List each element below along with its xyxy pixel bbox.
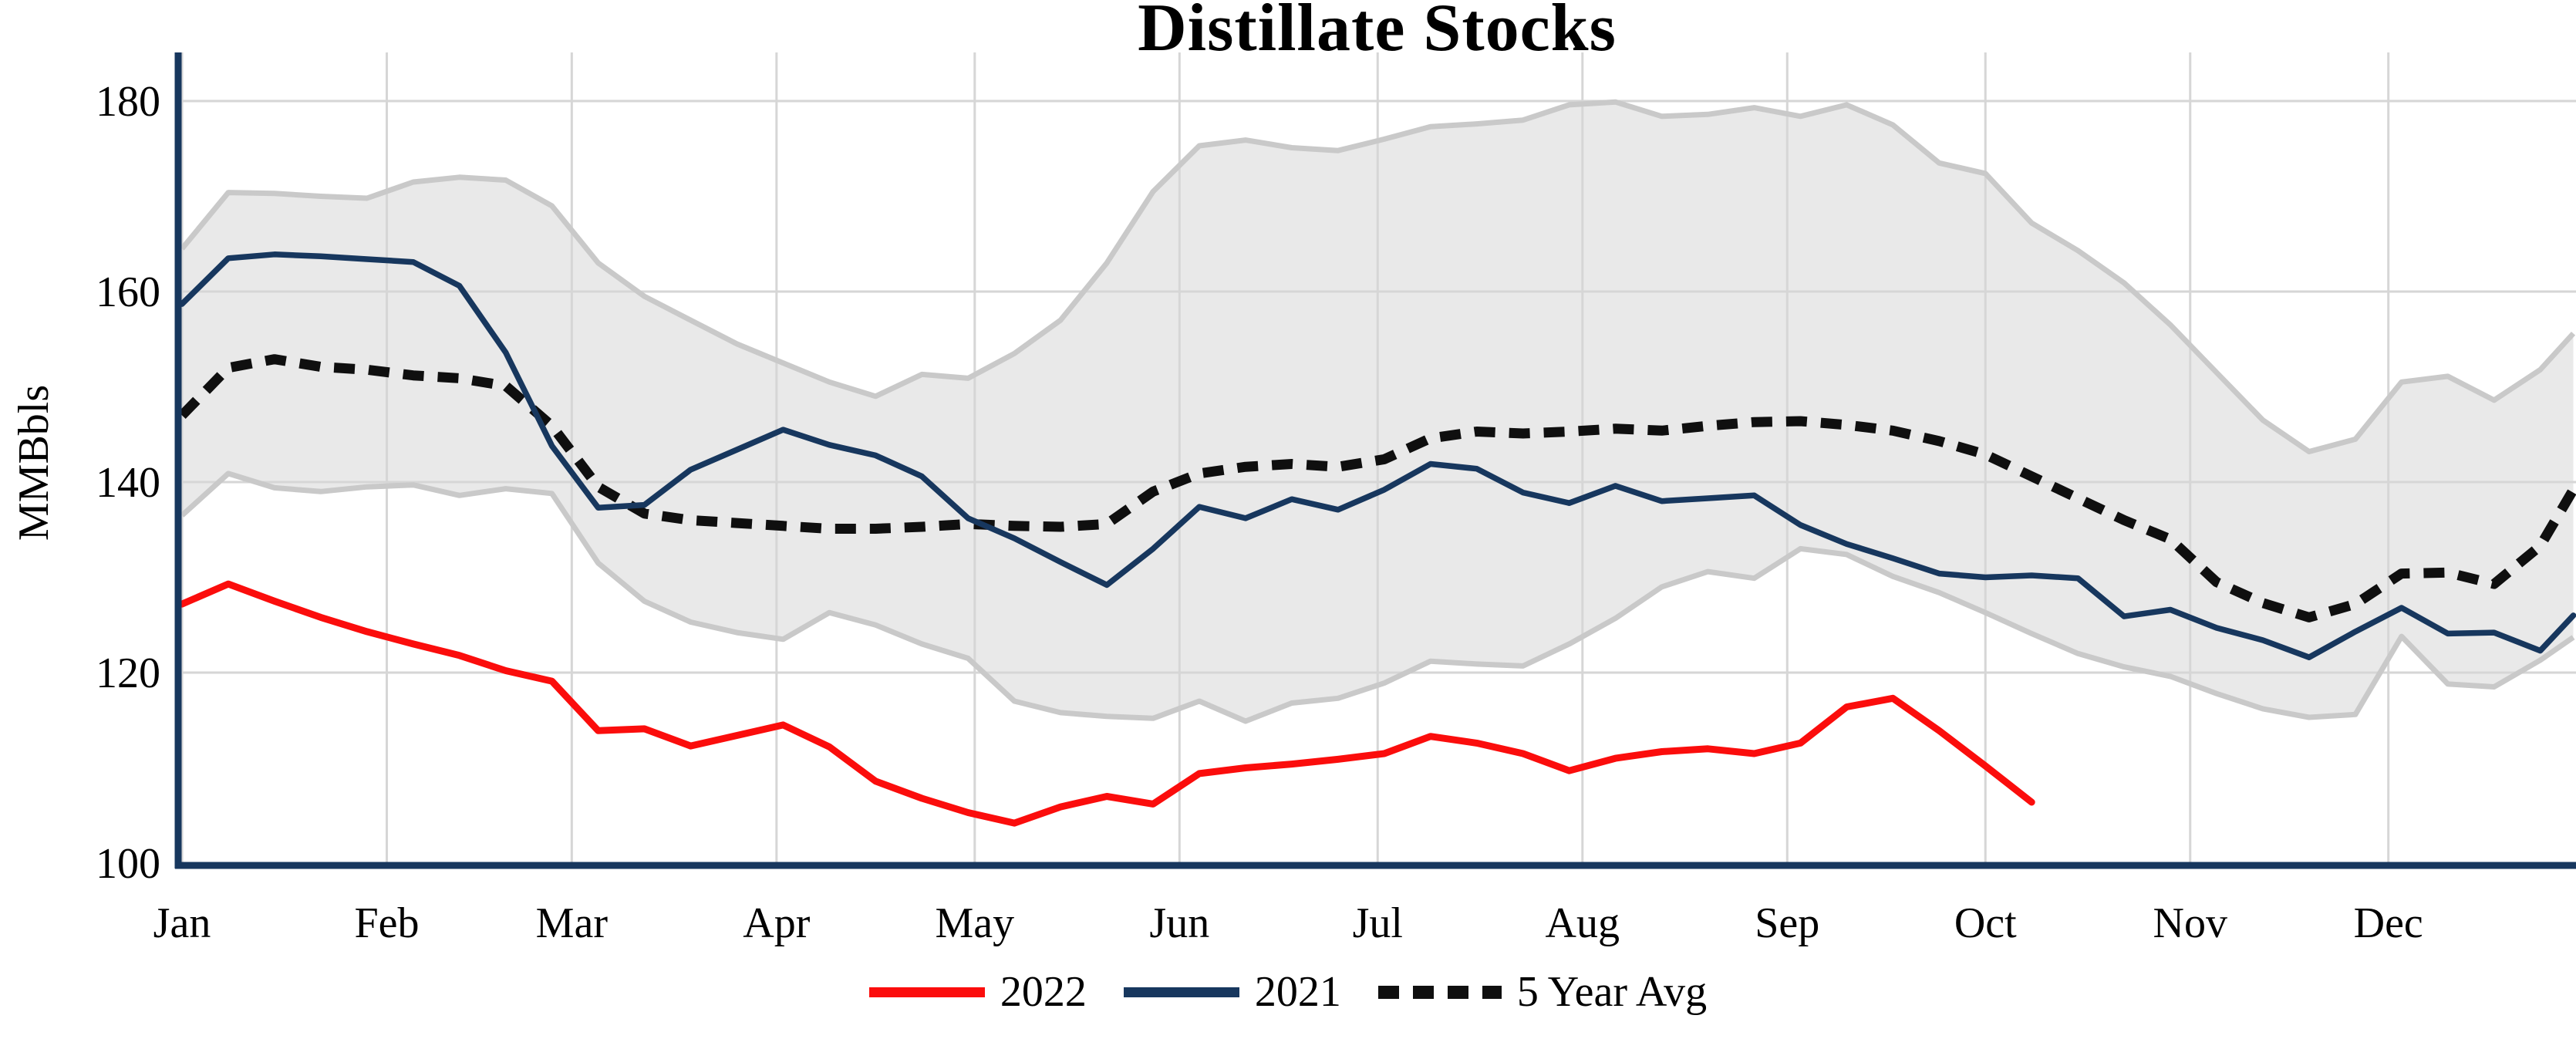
line-2022: [178, 580, 2035, 827]
legend-item-5-year-avg: 5 Year Avg: [1377, 968, 1708, 1016]
y-axis-title: MMBbls: [10, 385, 58, 541]
x-tick-label-Mar: Mar: [536, 899, 609, 947]
x-tick-label-Oct: Oct: [1954, 899, 2017, 947]
y-tick-label-180: 180: [96, 78, 160, 126]
x-tick-label-Feb: Feb: [355, 899, 420, 947]
legend-item-2022: 2022: [868, 968, 1087, 1016]
band-lower-edge: [180, 471, 2575, 724]
chart-legend: 2022 2021 5 Year Avg: [0, 970, 2576, 1014]
x-tick-label-Nov: Nov: [2153, 899, 2227, 947]
x-tick-label-Jan: Jan: [153, 899, 211, 947]
legend-label: 5 Year Avg: [1516, 968, 1708, 1016]
x-tick-label-Jun: Jun: [1149, 899, 1209, 947]
x-tick-label-Dec: Dec: [2354, 899, 2423, 947]
y-tick-label-140: 140: [96, 459, 160, 507]
legend-swatch-solid-2021: [1123, 987, 1239, 997]
legend-item-2021: 2021: [1123, 968, 1341, 1016]
legend-swatch-solid-2022: [868, 987, 985, 997]
x-tick-label-Sep: Sep: [1755, 899, 1819, 947]
y-tick-label-120: 120: [96, 649, 160, 697]
x-tick-label-Aug: Aug: [1546, 899, 1620, 947]
y-tick-label-160: 160: [96, 268, 160, 316]
legend-label: 2021: [1254, 968, 1341, 1016]
line-5-year-avg: [178, 354, 2576, 622]
legend-swatch-dotted-5-year-avg: [1377, 985, 1502, 999]
legend-label: 2022: [1000, 968, 1087, 1016]
line-2021: [179, 251, 2576, 660]
x-tick-label-Jul: Jul: [1353, 899, 1403, 947]
x-tick-label-Apr: Apr: [743, 899, 810, 947]
band-upper-edge: [180, 99, 2576, 454]
y-tick-label-100: 100: [96, 840, 160, 888]
x-tick-label-May: May: [935, 899, 1014, 947]
